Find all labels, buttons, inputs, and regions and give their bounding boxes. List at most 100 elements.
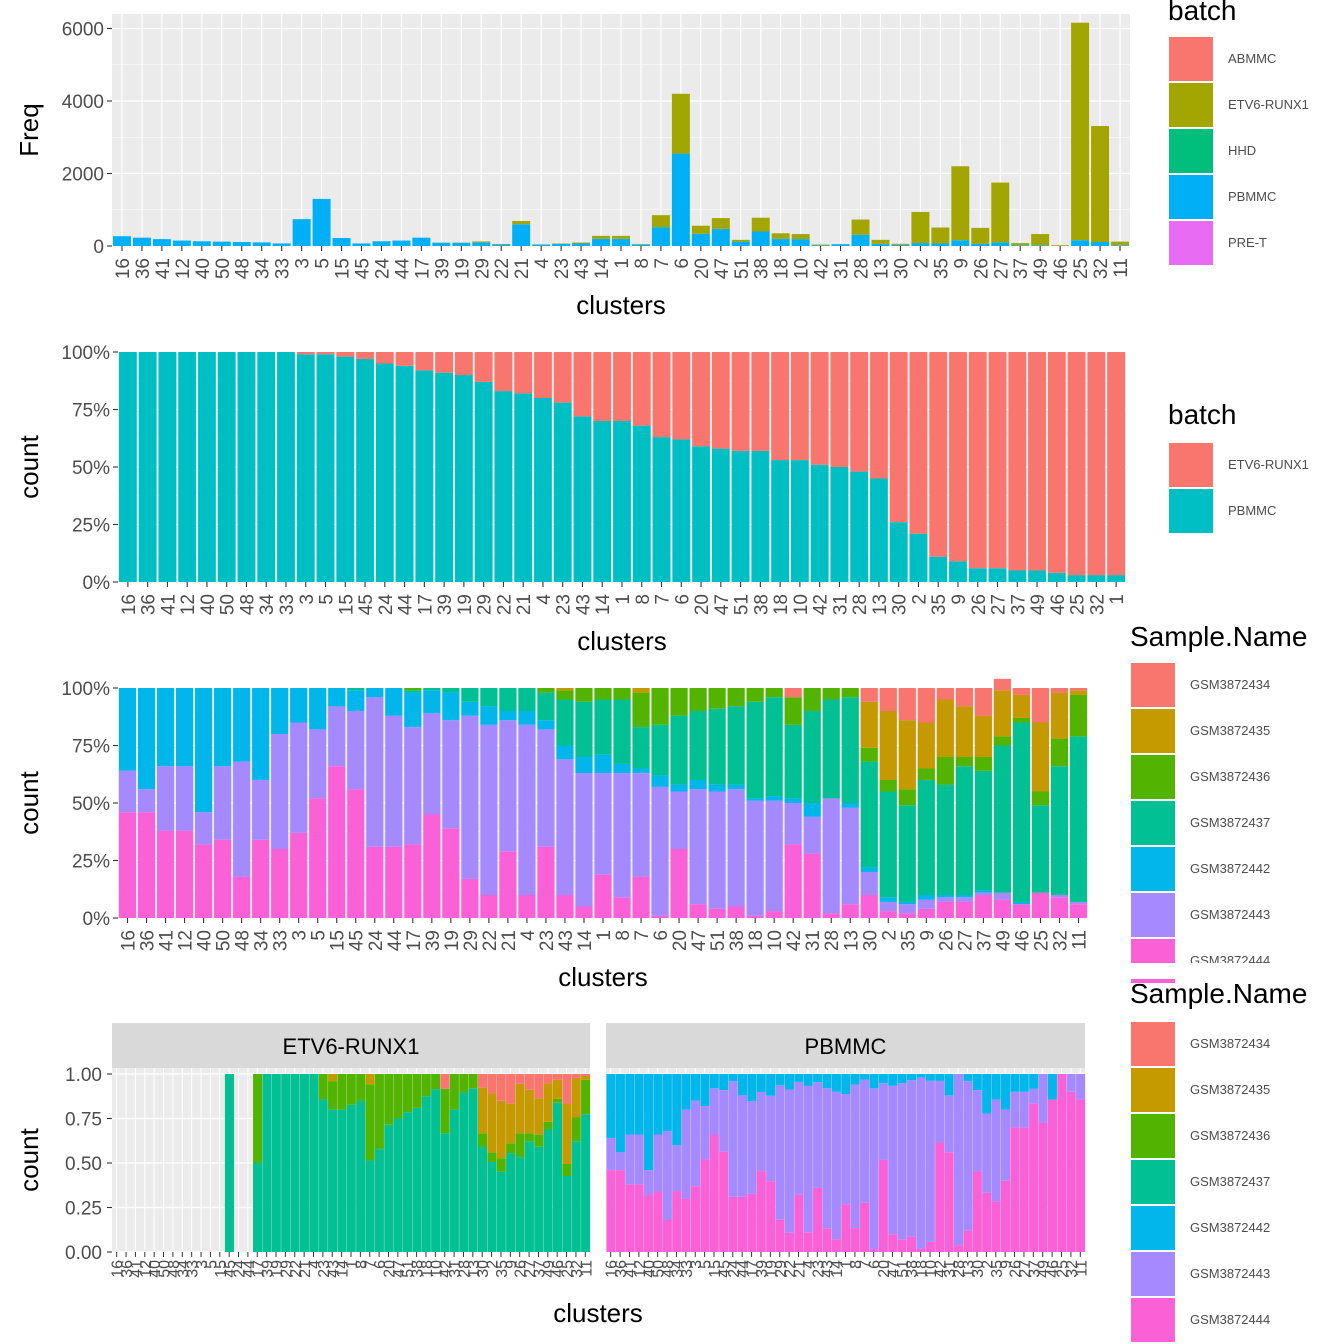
legend-label: GSM3872444	[1190, 1312, 1270, 1327]
bar-gsm3872437	[384, 1124, 394, 1252]
bar-pbmmc	[452, 242, 471, 246]
x-tick-label: 48	[233, 930, 254, 951]
bar-gsm3872444	[879, 911, 897, 918]
x-tick-label: 4	[532, 258, 553, 269]
bar-gsm3872442	[653, 1074, 663, 1135]
bar-gsm3872442	[955, 895, 973, 898]
y-tick-label: 75%	[72, 401, 110, 422]
bar-gsm3872437	[917, 780, 935, 895]
x-tick-label: 38	[751, 594, 772, 615]
bar-gsm3872436	[556, 690, 574, 700]
x-tick-label: 47	[885, 1260, 902, 1278]
bar-gsm3872435	[917, 722, 935, 769]
bar-gsm3872437	[262, 1074, 272, 1252]
bar-gsm3872444	[480, 895, 498, 918]
bar-pbmmc	[237, 352, 256, 582]
bar-gsm3872444	[1038, 1122, 1048, 1252]
bar-gsm3872437	[224, 1074, 234, 1252]
x-tick-label: 15	[336, 594, 357, 615]
x-tick-label: 2	[909, 594, 930, 605]
x-tick-label: 25	[1071, 258, 1092, 279]
bar-pbmmc	[372, 241, 391, 246]
bar-gsm3872437	[477, 1147, 488, 1252]
y-tick-label: 0.25	[65, 1199, 102, 1220]
bar-pbmmc	[553, 402, 572, 582]
bar-gsm3872434	[1012, 688, 1030, 695]
bar-gsm3872442	[719, 1074, 729, 1091]
bar-gsm3872443	[860, 1079, 870, 1203]
bar-pbmmc	[1011, 245, 1030, 246]
x-tick-label: 32	[1064, 1260, 1081, 1278]
bar-gsm3872444	[689, 904, 707, 918]
bar-gsm3872444	[841, 904, 859, 918]
bar-gsm3872437	[727, 706, 745, 785]
bar-pbmmc	[791, 239, 810, 246]
bar-pbmmc	[1107, 575, 1126, 582]
bar-gsm3872443	[944, 1095, 954, 1153]
bar-gsm3872437	[1050, 766, 1069, 895]
bar-gsm3872442	[690, 1074, 701, 1101]
legend-label: GSM3872434	[1190, 1036, 1270, 1051]
x-tick-label: 34	[253, 258, 274, 280]
bar-gsm3872442	[118, 688, 137, 771]
bar-etv6-runx1	[472, 241, 491, 243]
bar-gsm3872437	[506, 1153, 516, 1252]
x-tick-label: 28	[456, 1260, 473, 1278]
x-tick-label: 31	[832, 258, 853, 279]
bar-gsm3872436	[571, 1117, 581, 1142]
x-tick-label: 34	[175, 1260, 192, 1278]
x-tick-label: 5	[698, 1260, 715, 1269]
x-tick-label: 3	[688, 1260, 705, 1269]
bar-gsm3872437	[581, 1114, 591, 1252]
bar-pbmmc	[1091, 242, 1110, 246]
x-tick-label: 49	[993, 930, 1014, 951]
y-tick-label: 50%	[72, 458, 110, 479]
bar-gsm3872443	[756, 1091, 766, 1172]
bar-pbmmc	[810, 464, 829, 582]
x-tick-label: 12	[138, 1260, 155, 1278]
x-tick-label: 29	[475, 594, 496, 615]
bar-gsm3872437	[421, 1096, 431, 1252]
x-tick-label: 43	[820, 1260, 837, 1278]
legend-key-gsm3872436	[1131, 755, 1175, 799]
bar-gsm3872443	[974, 892, 992, 895]
bar-etv6-runx1	[435, 352, 454, 373]
bar-pbmmc	[1028, 570, 1046, 582]
x-tick-label: 26	[1008, 1260, 1025, 1278]
bar-gsm3872443	[461, 715, 479, 879]
bar-pbmmc	[277, 352, 295, 582]
bar-etv6-runx1	[692, 352, 710, 447]
x-tick-label: 32	[1091, 258, 1112, 279]
x-tick-label: 4	[534, 594, 555, 605]
bar-gsm3872442	[944, 1074, 954, 1096]
legend-label: GSM3872442	[1190, 861, 1270, 876]
legend-title: Sample.Name	[1130, 978, 1307, 1009]
bar-pbmmc	[891, 244, 910, 246]
bar-etv6-runx1	[1111, 241, 1130, 246]
bar-gsm3872437	[442, 688, 460, 693]
bar-gsm3872434	[562, 1074, 572, 1104]
bar-gsm3872444	[156, 830, 175, 918]
bar-gsm3872437	[356, 1100, 366, 1252]
bar-pbmmc	[871, 243, 890, 246]
x-tick-label: 14	[593, 594, 614, 616]
x-tick-label: 34	[252, 930, 273, 952]
x-tick-label: 41	[128, 1260, 145, 1278]
bar-etv6-runx1	[871, 239, 890, 244]
bar-gsm3872435	[898, 720, 916, 790]
bar-etv6-runx1	[474, 352, 493, 382]
bar-gsm3872436	[328, 1081, 338, 1110]
bar-gsm3872443	[537, 729, 555, 847]
facet-strip-label: PBMMC	[805, 1034, 887, 1059]
bar-gsm3872435	[571, 1077, 581, 1118]
bar-gsm3872437	[537, 692, 555, 721]
bar-gsm3872442	[935, 1074, 945, 1081]
bar-gsm3872442	[613, 763, 631, 774]
bar-etv6-runx1	[850, 352, 869, 472]
bar-gsm3872444	[803, 853, 821, 918]
x-tick-label: 46	[1051, 258, 1072, 279]
bar-pbmmc	[172, 240, 191, 246]
bar-pbmmc	[731, 241, 750, 246]
bar-gsm3872444	[1057, 1074, 1067, 1252]
bar-gsm3872437	[822, 699, 840, 799]
